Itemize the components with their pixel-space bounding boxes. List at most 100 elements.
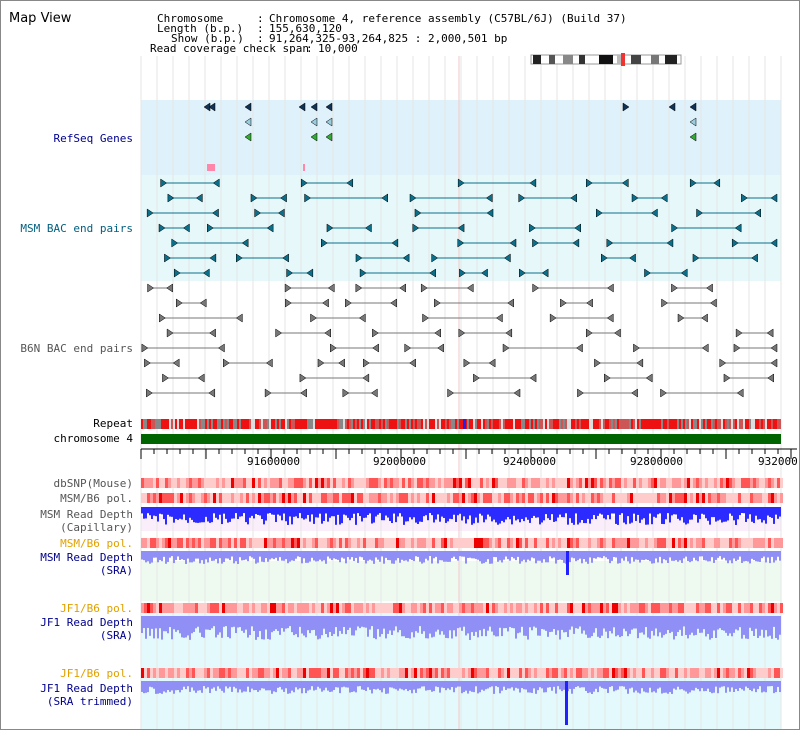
read-depth-bar (559, 616, 561, 640)
repeat-segment (295, 419, 297, 429)
read-depth-bar (747, 507, 749, 519)
read-depth-bar (743, 616, 745, 635)
feature-arrow (326, 223, 334, 233)
polymorphism-cell (441, 538, 444, 548)
read-depth-bar (401, 507, 403, 517)
read-depth-bar (209, 616, 211, 631)
read-depth-bar (275, 681, 277, 693)
read-depth-bar (603, 681, 605, 689)
polymorphism-cell (771, 478, 774, 488)
feature-arrow (355, 253, 363, 263)
polymorphism-cell (633, 603, 636, 613)
read-depth-bar (603, 507, 605, 519)
polymorphism-cell (702, 493, 705, 503)
polymorphism-cell (582, 603, 585, 613)
repeat-segment (325, 419, 327, 429)
polymorphism-cell (495, 493, 498, 503)
polymorphism-cell (729, 493, 732, 503)
polymorphism-cell (474, 478, 477, 488)
read-depth-bar (285, 616, 287, 629)
polymorphism-cell (186, 478, 189, 488)
repeat-segment (491, 419, 493, 429)
polymorphism-cell (771, 538, 774, 548)
read-depth-bar (487, 551, 489, 560)
polymorphism-cell (363, 478, 366, 488)
read-depth-bar (463, 681, 465, 693)
repeat-segment (573, 419, 575, 429)
polymorphism-cell (252, 668, 255, 678)
repeat-segment (539, 419, 541, 429)
read-depth-bar (629, 681, 631, 689)
repeat-segment (645, 419, 647, 429)
polymorphism-cell (642, 603, 645, 613)
polymorphism-cell (165, 493, 168, 503)
polymorphism-cell (210, 603, 213, 613)
read-depth-bar (465, 551, 467, 564)
read-depth-bar (671, 681, 673, 694)
repeat-segment (259, 419, 261, 429)
polymorphism-cell (363, 603, 366, 613)
polymorphism-cell (750, 538, 753, 548)
feature-arrow (529, 223, 536, 233)
feature-arrow (277, 208, 285, 218)
polymorphism-cell (381, 603, 384, 613)
polymorphism-cell (780, 668, 783, 678)
repeat-segment (697, 419, 699, 429)
read-depth-bar (327, 507, 329, 522)
read-depth-bar (767, 681, 769, 687)
polymorphism-cell (756, 668, 759, 678)
repeat-segment (181, 419, 183, 429)
read-depth-bar (349, 507, 351, 521)
feature-arrow (431, 253, 439, 263)
read-depth-bar (413, 551, 415, 562)
polymorphism-cell (678, 478, 681, 488)
repeat-segment (647, 419, 649, 429)
read-depth-bar (151, 616, 153, 629)
polymorphism-cell (324, 603, 327, 613)
read-depth-bar (673, 551, 675, 561)
polymorphism-cell (177, 478, 180, 488)
polymorphism-cell (192, 493, 195, 503)
read-depth-bar (513, 507, 515, 516)
polymorphism-cell (504, 478, 507, 488)
repeat-segment (379, 419, 381, 429)
polymorphism-cell (423, 493, 426, 503)
read-depth-bar (441, 551, 443, 561)
read-depth-bar (311, 616, 313, 631)
read-depth-bar (249, 681, 251, 693)
read-depth-spike (566, 551, 569, 575)
read-depth-bar (347, 681, 349, 688)
read-depth-bar (177, 681, 179, 691)
polymorphism-cell (693, 538, 696, 548)
read-depth-bar (483, 681, 485, 691)
read-depth-bar (651, 616, 653, 631)
read-depth-bar (485, 616, 487, 637)
read-depth-bar (649, 551, 651, 562)
read-depth-bar (773, 681, 775, 694)
read-depth-bar (615, 551, 617, 558)
repeat-segment (535, 419, 537, 429)
polymorphism-cell (387, 603, 390, 613)
feature-arrow (692, 253, 700, 263)
read-depth-bar (767, 507, 769, 516)
read-depth-bar (511, 616, 513, 628)
repeat-segment (413, 419, 415, 429)
polymorphism-cell (273, 668, 276, 678)
read-depth-bar (409, 681, 411, 690)
polymorphism-cell (663, 478, 666, 488)
polymorphism-cell (372, 668, 375, 678)
repeat-segment (255, 419, 257, 429)
repeat-segment (541, 419, 543, 429)
read-depth-bar (211, 616, 213, 629)
read-depth-bar (663, 507, 665, 525)
polymorphism-cell (561, 538, 564, 548)
repeat-segment (495, 419, 497, 429)
read-depth-bar (539, 507, 541, 525)
read-depth-bar (773, 507, 775, 524)
feature-arrow (217, 343, 225, 353)
read-depth-bar (303, 507, 305, 520)
polymorphism-cell (654, 668, 657, 678)
read-depth-bar (569, 551, 571, 563)
read-depth-bar (151, 551, 153, 563)
